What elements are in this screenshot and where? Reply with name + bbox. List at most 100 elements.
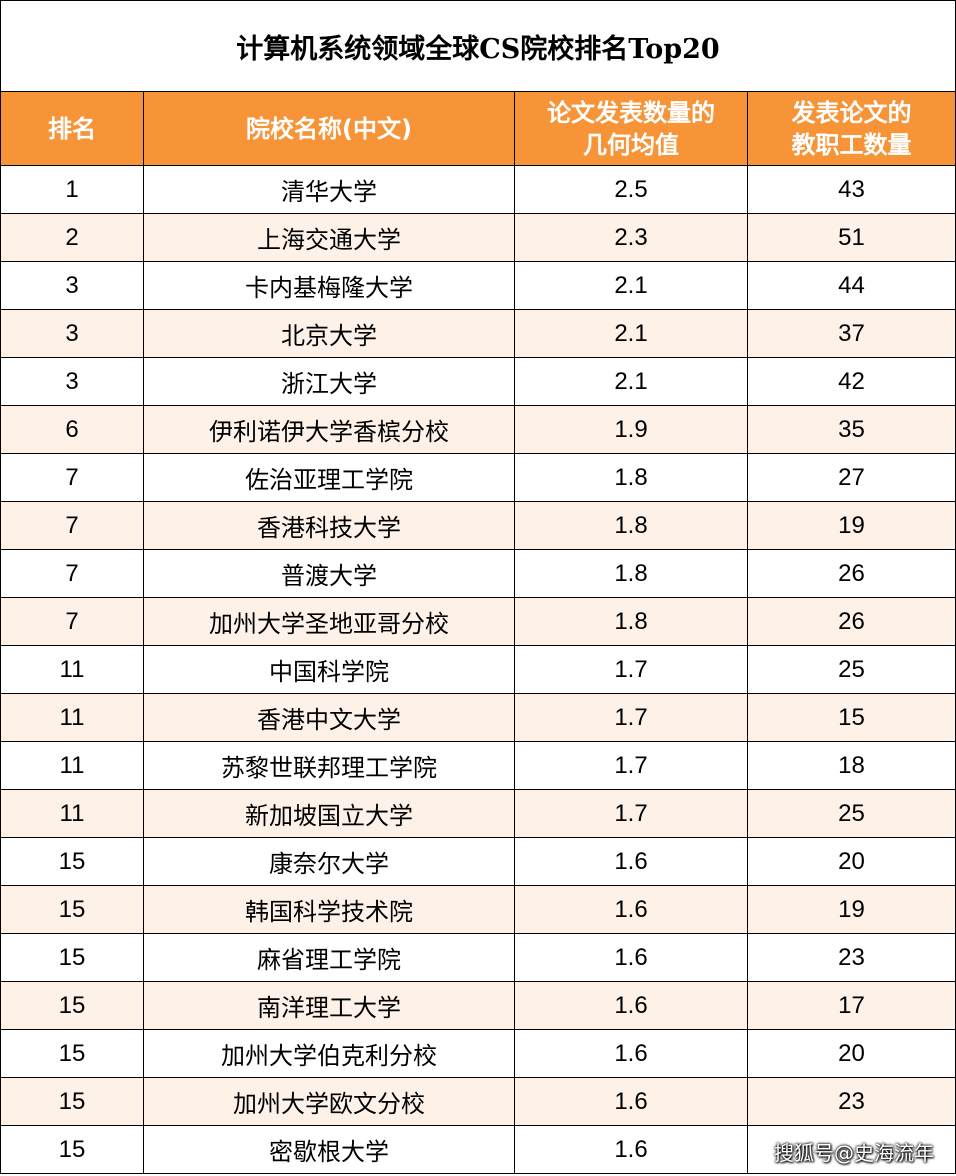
header-faculty-count: 发表论文的 教职工数量 [746, 91, 956, 166]
table-row: 7 佐治亚理工学院 1.8 27 [0, 453, 956, 502]
table-row: 15 韩国科学技术院 1.6 19 [0, 885, 956, 934]
header-rank: 排名 [0, 91, 144, 166]
school-name-cell: 香港中文大学 [143, 693, 515, 742]
header-school-name: 院校名称(中文) [143, 91, 515, 166]
rank-cell: 15 [0, 933, 144, 982]
school-name-cell: 普渡大学 [143, 549, 515, 598]
table-row: 7 普渡大学 1.8 26 [0, 549, 956, 598]
faculty-count-cell: 19 [746, 501, 956, 550]
rank-cell: 7 [0, 549, 144, 598]
paper-mean-cell: 1.6 [514, 1077, 748, 1126]
paper-mean-cell: 1.7 [514, 789, 748, 838]
faculty-count-cell: 15 [746, 693, 956, 742]
faculty-count-cell: 26 [746, 597, 956, 646]
table-row: 7 加州大学圣地亚哥分校 1.8 26 [0, 597, 956, 646]
school-name-cell: 新加坡国立大学 [143, 789, 515, 838]
rank-cell: 11 [0, 741, 144, 790]
paper-mean-cell: 1.8 [514, 549, 748, 598]
paper-mean-cell: 1.7 [514, 741, 748, 790]
school-name-cell: 浙江大学 [143, 357, 515, 406]
rank-cell: 11 [0, 693, 144, 742]
school-name-cell: 佐治亚理工学院 [143, 453, 515, 502]
rank-cell: 15 [0, 981, 144, 1030]
school-name-cell: 清华大学 [143, 165, 515, 214]
table-row: 3 北京大学 2.1 37 [0, 309, 956, 358]
table-row: 11 苏黎世联邦理工学院 1.7 18 [0, 741, 956, 790]
paper-mean-cell: 1.6 [514, 1125, 748, 1174]
school-name-cell: 加州大学欧文分校 [143, 1077, 515, 1126]
header-paper-mean: 论文发表数量的 几何均值 [514, 91, 748, 166]
faculty-count-cell: 23 [746, 1077, 956, 1126]
faculty-count-cell [746, 1125, 956, 1174]
paper-mean-cell: 1.6 [514, 837, 748, 886]
school-name-cell: 伊利诺伊大学香槟分校 [143, 405, 515, 454]
rank-cell: 15 [0, 1077, 144, 1126]
table-row: 11 香港中文大学 1.7 15 [0, 693, 956, 742]
rank-cell: 15 [0, 1029, 144, 1078]
rank-cell: 11 [0, 645, 144, 694]
faculty-count-cell: 37 [746, 309, 956, 358]
school-name-cell: 中国科学院 [143, 645, 515, 694]
faculty-count-cell: 18 [746, 741, 956, 790]
faculty-count-cell: 17 [746, 981, 956, 1030]
rank-cell: 15 [0, 837, 144, 886]
faculty-count-cell: 26 [746, 549, 956, 598]
school-name-cell: 加州大学伯克利分校 [143, 1029, 515, 1078]
paper-mean-cell: 1.9 [514, 405, 748, 454]
paper-mean-cell: 2.3 [514, 213, 748, 262]
paper-mean-cell: 2.1 [514, 357, 748, 406]
table-row: 15 加州大学欧文分校 1.6 23 [0, 1077, 956, 1126]
school-name-cell: 上海交通大学 [143, 213, 515, 262]
paper-mean-cell: 1.6 [514, 933, 748, 982]
rank-cell: 6 [0, 405, 144, 454]
table-row: 6 伊利诺伊大学香槟分校 1.9 35 [0, 405, 956, 454]
table-row: 15 密歇根大学 1.6 [0, 1125, 956, 1174]
school-name-cell: 韩国科学技术院 [143, 885, 515, 934]
paper-mean-cell: 1.6 [514, 981, 748, 1030]
paper-mean-cell: 2.5 [514, 165, 748, 214]
rank-cell: 3 [0, 309, 144, 358]
rank-cell: 15 [0, 885, 144, 934]
faculty-count-cell: 42 [746, 357, 956, 406]
table-row: 15 麻省理工学院 1.6 23 [0, 933, 956, 982]
table-row: 3 浙江大学 2.1 42 [0, 357, 956, 406]
rank-cell: 2 [0, 213, 144, 262]
paper-mean-cell: 1.7 [514, 693, 748, 742]
faculty-count-cell: 43 [746, 165, 956, 214]
table-row: 11 新加坡国立大学 1.7 25 [0, 789, 956, 838]
rank-cell: 3 [0, 357, 144, 406]
faculty-count-cell: 51 [746, 213, 956, 262]
faculty-count-cell: 25 [746, 789, 956, 838]
faculty-count-cell: 35 [746, 405, 956, 454]
table-row: 15 康奈尔大学 1.6 20 [0, 837, 956, 886]
school-name-cell: 南洋理工大学 [143, 981, 515, 1030]
paper-mean-cell: 1.6 [514, 885, 748, 934]
rank-cell: 7 [0, 501, 144, 550]
rank-cell: 3 [0, 261, 144, 310]
paper-mean-cell: 1.8 [514, 597, 748, 646]
school-name-cell: 加州大学圣地亚哥分校 [143, 597, 515, 646]
rank-cell: 1 [0, 165, 144, 214]
rank-cell: 11 [0, 789, 144, 838]
faculty-count-cell: 23 [746, 933, 956, 982]
school-name-cell: 密歇根大学 [143, 1125, 515, 1174]
faculty-count-cell: 20 [746, 1029, 956, 1078]
rank-cell: 7 [0, 453, 144, 502]
paper-mean-cell: 1.6 [514, 1029, 748, 1078]
table-row: 2 上海交通大学 2.3 51 [0, 213, 956, 262]
header-row: 排名 院校名称(中文) 论文发表数量的 几何均值 发表论文的 教职工数量 [0, 91, 956, 166]
school-name-cell: 康奈尔大学 [143, 837, 515, 886]
table-row: 1 清华大学 2.5 43 [0, 165, 956, 214]
paper-mean-cell: 1.8 [514, 501, 748, 550]
table-row: 15 南洋理工大学 1.6 17 [0, 981, 956, 1030]
paper-mean-cell: 1.8 [514, 453, 748, 502]
school-name-cell: 麻省理工学院 [143, 933, 515, 982]
school-name-cell: 卡内基梅隆大学 [143, 261, 515, 310]
faculty-count-cell: 44 [746, 261, 956, 310]
faculty-count-cell: 20 [746, 837, 956, 886]
table-row: 11 中国科学院 1.7 25 [0, 645, 956, 694]
table-title: 计算机系统领域全球CS院校排名Top20 [0, 0, 956, 92]
table-body: 1 清华大学 2.5 43 2 上海交通大学 2.3 51 3 卡内基梅隆大学 2.1 44 3 北京大学… [0, 165, 956, 1174]
